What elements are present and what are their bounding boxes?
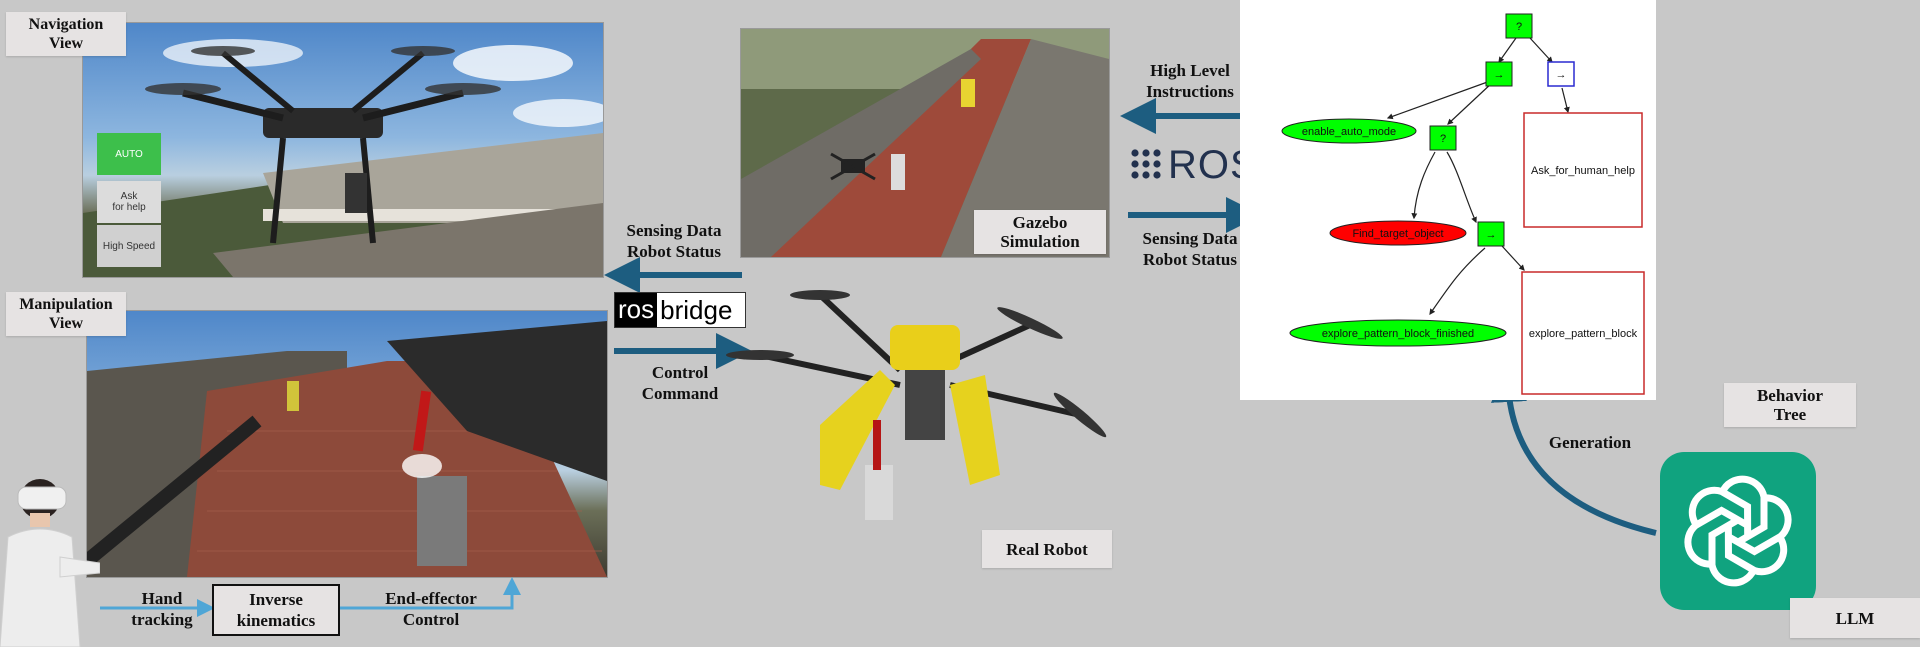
behavior-tree-panel: ? → → ? → enable_auto_mode Find_target_o… bbox=[1240, 0, 1656, 400]
generation-arrow bbox=[1490, 366, 1657, 536]
end-effector-line-1: End-effector bbox=[385, 589, 477, 608]
manipulation-view-title-1: Manipulation bbox=[19, 296, 113, 313]
control-command-label: Control Command bbox=[620, 362, 740, 404]
openai-knot-icon bbox=[1684, 475, 1792, 587]
control-line-1: Control bbox=[651, 363, 709, 382]
gazebo-scene bbox=[741, 29, 1109, 257]
sensing-left-line-2: Robot Status bbox=[627, 242, 721, 261]
llm-tag: LLM bbox=[1790, 598, 1920, 638]
real-robot-title: Real Robot bbox=[1006, 539, 1088, 559]
behavior-tree-tag: Behavior Tree bbox=[1724, 383, 1856, 427]
real-robot-tag: Real Robot bbox=[982, 530, 1112, 568]
sensing-right-line-1: Sensing Data bbox=[1142, 229, 1238, 248]
rosbridge-logo: ros bridge bbox=[614, 292, 746, 328]
auto-mode-label: AUTO bbox=[115, 148, 143, 160]
bt-sequence-3-label: → bbox=[1486, 229, 1497, 241]
bt-fallback-label: ? bbox=[1440, 133, 1446, 145]
ask-for-help-button[interactable]: Ask for help bbox=[97, 181, 161, 223]
behavior-tree-title-1: Behavior bbox=[1756, 386, 1824, 405]
gazebo-simulation-tag: Gazebo Simulation bbox=[974, 210, 1106, 254]
high-level-line-1: High Level bbox=[1150, 61, 1230, 80]
generation-label: Generation bbox=[1530, 432, 1650, 453]
inverse-kinematics-line-2: kinematics bbox=[236, 611, 316, 630]
control-line-2: Command bbox=[641, 384, 719, 403]
high-level-label: High Level Instructions bbox=[1130, 60, 1250, 102]
bt-sequence-1-label: → bbox=[1494, 69, 1505, 81]
navigation-view-title-1: Navigation bbox=[28, 16, 104, 33]
high-level-line-2: Instructions bbox=[1146, 82, 1234, 101]
generation-text: Generation bbox=[1548, 433, 1632, 452]
real-robot-drone-icon bbox=[726, 290, 1107, 520]
bt-explore-finished: explore_pattern_block_finished bbox=[1289, 319, 1507, 347]
sensing-label-right: Sensing Data Robot Status bbox=[1124, 228, 1256, 270]
bt-sequence-node-2: → bbox=[1547, 61, 1575, 87]
rosbridge-logo-bridge: bridge bbox=[660, 294, 733, 325]
bt-sequence-2-label: → bbox=[1556, 69, 1567, 81]
bt-root-label: ? bbox=[1516, 21, 1522, 33]
auto-mode-button[interactable]: AUTO bbox=[97, 133, 161, 175]
ask-for-help-label-2: for help bbox=[112, 202, 146, 213]
bt-find-target-object: Find_target_object bbox=[1329, 220, 1467, 246]
bt-explore-finished-label: explore_pattern_block_finished bbox=[1322, 328, 1474, 340]
navigation-scene bbox=[83, 39, 603, 277]
llm-logo bbox=[1660, 452, 1816, 610]
bt-ask-for-help: Ask_for_human_help bbox=[1523, 112, 1643, 228]
navigation-view-title-2: View bbox=[48, 35, 84, 52]
gazebo-drone-icon bbox=[830, 152, 876, 181]
sensing-left-line-1: Sensing Data bbox=[626, 221, 722, 240]
navigation-view-tag: Navigation View bbox=[6, 12, 126, 56]
bt-sequence-node-3: → bbox=[1477, 221, 1505, 247]
manipulation-scene bbox=[87, 321, 607, 577]
manipulation-view-tag: Manipulation View bbox=[6, 292, 126, 336]
sensing-label-left: Sensing Data Robot Status bbox=[612, 220, 736, 262]
high-speed-button[interactable]: High Speed bbox=[97, 225, 161, 267]
manipulation-view-panel bbox=[86, 310, 608, 578]
gazebo-title-1: Gazebo bbox=[1012, 213, 1068, 232]
inverse-kinematics-box: Inverse kinematics bbox=[212, 584, 340, 636]
manipulation-view-title-2: View bbox=[48, 315, 84, 332]
bt-explore-block-label: explore_pattern_block bbox=[1529, 328, 1638, 340]
high-speed-label: High Speed bbox=[102, 240, 156, 252]
drone-icon bbox=[145, 46, 501, 244]
ask-for-help-label-1: Ask bbox=[120, 191, 138, 202]
sensing-right-line-2: Robot Status bbox=[1143, 250, 1237, 269]
gazebo-title-2: Simulation bbox=[1000, 232, 1080, 251]
bt-fallback-node: ? bbox=[1429, 125, 1457, 151]
end-effector-line-2: Control bbox=[402, 610, 460, 629]
navigation-view-panel: AUTO Ask for help High Speed bbox=[82, 22, 604, 278]
ros-dots-icon bbox=[1131, 149, 1161, 179]
hand-tracking-line-2: tracking bbox=[131, 610, 193, 629]
hand-tracking-line-1: Hand bbox=[141, 589, 183, 608]
bt-root-node: ? bbox=[1505, 13, 1533, 39]
bt-sequence-node-1: → bbox=[1485, 61, 1513, 87]
end-effector-label: End-effector Control bbox=[366, 588, 496, 630]
bt-ask-for-help-label: Ask_for_human_help bbox=[1531, 165, 1635, 177]
bt-enable-auto-mode: enable_auto_mode bbox=[1281, 118, 1417, 144]
inverse-kinematics-line-1: Inverse bbox=[249, 590, 303, 609]
bt-find-target-object-label: Find_target_object bbox=[1352, 228, 1443, 240]
vr-operator-icon bbox=[0, 479, 100, 647]
rosbridge-logo-ros: ros bbox=[615, 293, 658, 327]
behavior-tree-graph: ? → → ? → enable_auto_mode Find_target_o… bbox=[1281, 13, 1645, 395]
bt-enable-auto-mode-label: enable_auto_mode bbox=[1302, 126, 1396, 138]
behavior-tree-title-2: Tree bbox=[1773, 405, 1807, 424]
hand-tracking-label: Hand tracking bbox=[112, 588, 212, 630]
bt-explore-block: explore_pattern_block bbox=[1521, 271, 1645, 395]
llm-title: LLM bbox=[1835, 608, 1875, 628]
